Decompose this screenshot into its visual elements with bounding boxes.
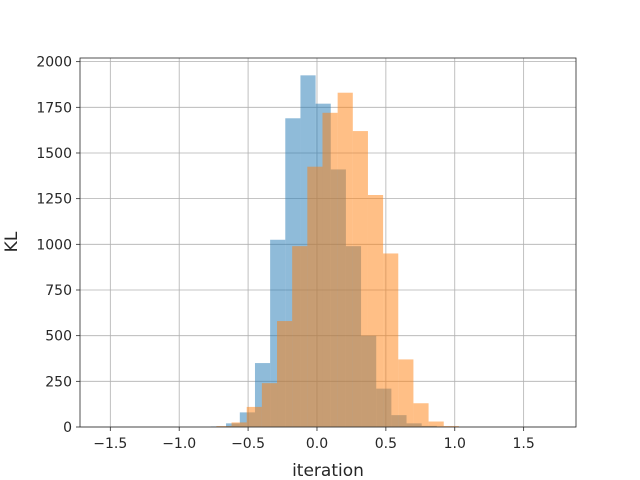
histogram-bar-series-2 [398,359,414,427]
y-tick-label: 2000 [36,55,72,71]
histogram-bar-series-2 [413,403,429,427]
histogram-bar-series-2 [216,426,232,427]
histogram-bar-series-2 [246,406,262,427]
histogram-bar-series-2 [352,131,368,427]
histogram-bar-series-2 [383,253,399,427]
y-tick-label: 250 [45,374,72,390]
axis-ticks: −1.5 −1.0 −0.5 0.0 0.5 1.0 1.5 0 250 500 750 1000 12… [36,55,534,452]
y-axis-label: KL [2,231,22,252]
histogram-bar-series-2 [292,246,308,427]
x-axis-label: iteration [292,461,364,480]
histogram-bar-series-2 [231,422,247,427]
histogram-bar-series-2 [261,383,278,427]
y-tick-label: 1000 [36,237,72,253]
x-tick-label: −0.5 [231,436,265,452]
histogram-bar-series-2 [428,421,444,427]
x-tick-label: 0.0 [306,436,328,452]
histogram-bar-series-2 [307,166,323,427]
x-tick-label: −1.0 [162,436,196,452]
x-tick-label: 1.5 [513,436,535,452]
histogram-bar-series-2 [277,321,293,427]
x-tick-label: 0.5 [375,436,397,452]
y-tick-label: 1500 [36,146,72,162]
y-tick-label: 0 [63,420,72,436]
y-tick-label: 1250 [36,192,72,208]
histogram-bar-series-2 [322,112,338,428]
x-tick-label: −1.5 [93,436,127,452]
x-tick-label: 1.0 [444,436,466,452]
histogram-bar-series-2 [367,195,384,427]
y-tick-label: 500 [45,329,72,345]
y-tick-label: 750 [45,283,72,299]
histogram-bar-series-2 [443,426,459,427]
y-tick-label: 1750 [36,100,72,116]
histogram-bars [210,75,459,428]
plot-frame [79,57,577,428]
histogram-bar-series-2 [337,92,353,428]
